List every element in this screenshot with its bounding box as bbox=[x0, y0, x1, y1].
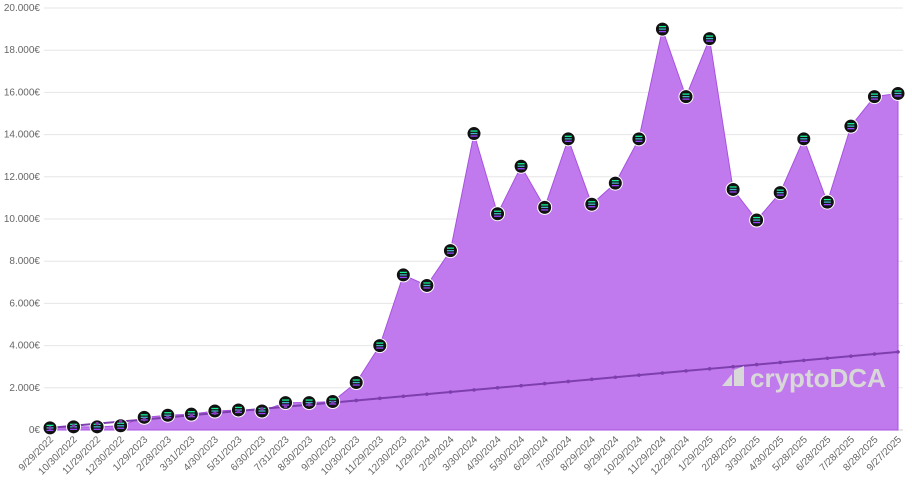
watermark: cryptoDCA bbox=[722, 363, 886, 393]
point bbox=[354, 398, 359, 403]
point bbox=[589, 377, 594, 382]
marker bbox=[89, 419, 105, 435]
point bbox=[330, 400, 335, 405]
point bbox=[377, 396, 382, 401]
marker bbox=[490, 206, 506, 222]
point bbox=[825, 356, 830, 361]
marker bbox=[678, 89, 694, 105]
marker bbox=[419, 277, 435, 293]
point bbox=[613, 375, 618, 380]
y-tick-label: 12.000€ bbox=[4, 172, 41, 183]
y-tick-label: 6.000€ bbox=[9, 298, 40, 309]
marker bbox=[372, 338, 388, 354]
marker bbox=[584, 196, 600, 212]
point bbox=[731, 364, 735, 369]
point bbox=[801, 358, 806, 363]
marker bbox=[278, 395, 294, 411]
point bbox=[48, 426, 52, 430]
point bbox=[425, 392, 429, 396]
point bbox=[401, 394, 406, 399]
point bbox=[660, 371, 665, 375]
marker bbox=[301, 395, 317, 411]
marker bbox=[631, 131, 647, 147]
marker bbox=[772, 185, 788, 201]
marker bbox=[136, 409, 152, 425]
point bbox=[495, 386, 500, 390]
point bbox=[519, 383, 523, 388]
point bbox=[283, 404, 288, 409]
point bbox=[707, 367, 712, 371]
marker bbox=[113, 418, 129, 434]
marker bbox=[749, 212, 765, 228]
marker bbox=[254, 403, 270, 419]
point bbox=[236, 409, 241, 413]
marker bbox=[513, 158, 529, 174]
marker bbox=[348, 375, 364, 391]
marker bbox=[560, 131, 576, 147]
marker bbox=[207, 403, 223, 419]
point bbox=[118, 419, 123, 424]
marker bbox=[160, 407, 176, 423]
y-tick-label: 14.000€ bbox=[4, 130, 41, 141]
point bbox=[684, 369, 688, 373]
point bbox=[260, 407, 264, 411]
point bbox=[472, 388, 476, 392]
point bbox=[754, 362, 759, 367]
marker bbox=[654, 21, 670, 37]
marker bbox=[843, 118, 859, 134]
point bbox=[95, 421, 99, 426]
y-tick-label: 10.000€ bbox=[4, 214, 41, 225]
point bbox=[778, 360, 783, 365]
point bbox=[448, 390, 453, 394]
point bbox=[849, 354, 853, 358]
marker bbox=[395, 267, 411, 283]
point bbox=[896, 350, 900, 354]
marker bbox=[819, 194, 835, 210]
marker bbox=[725, 181, 741, 197]
marker bbox=[442, 243, 458, 259]
y-tick-label: 18.000€ bbox=[4, 45, 41, 56]
marker bbox=[866, 89, 882, 105]
point bbox=[213, 411, 217, 415]
area bbox=[49, 27, 899, 431]
y-tick-label: 8.000€ bbox=[9, 256, 40, 267]
point bbox=[566, 379, 571, 384]
point bbox=[637, 373, 641, 377]
marker bbox=[466, 126, 482, 142]
point bbox=[71, 423, 76, 428]
y-tick-label: 4.000€ bbox=[9, 341, 40, 352]
point bbox=[542, 381, 547, 386]
y-tick-label: 20.000€ bbox=[4, 3, 41, 14]
marker bbox=[796, 131, 812, 147]
y-tick-label: 2.000€ bbox=[9, 383, 40, 394]
point bbox=[189, 413, 194, 418]
watermark-icon bbox=[722, 366, 744, 386]
marker bbox=[702, 31, 718, 47]
y-tick-label: 16.000€ bbox=[4, 87, 41, 98]
marker bbox=[607, 175, 623, 191]
watermark-text: cryptoDCA bbox=[750, 363, 886, 393]
y-tick-label: 0€ bbox=[29, 425, 41, 436]
point bbox=[307, 402, 311, 407]
point bbox=[142, 417, 147, 422]
marker bbox=[537, 199, 553, 215]
marker bbox=[890, 85, 906, 101]
point bbox=[872, 352, 877, 356]
point bbox=[165, 415, 170, 420]
